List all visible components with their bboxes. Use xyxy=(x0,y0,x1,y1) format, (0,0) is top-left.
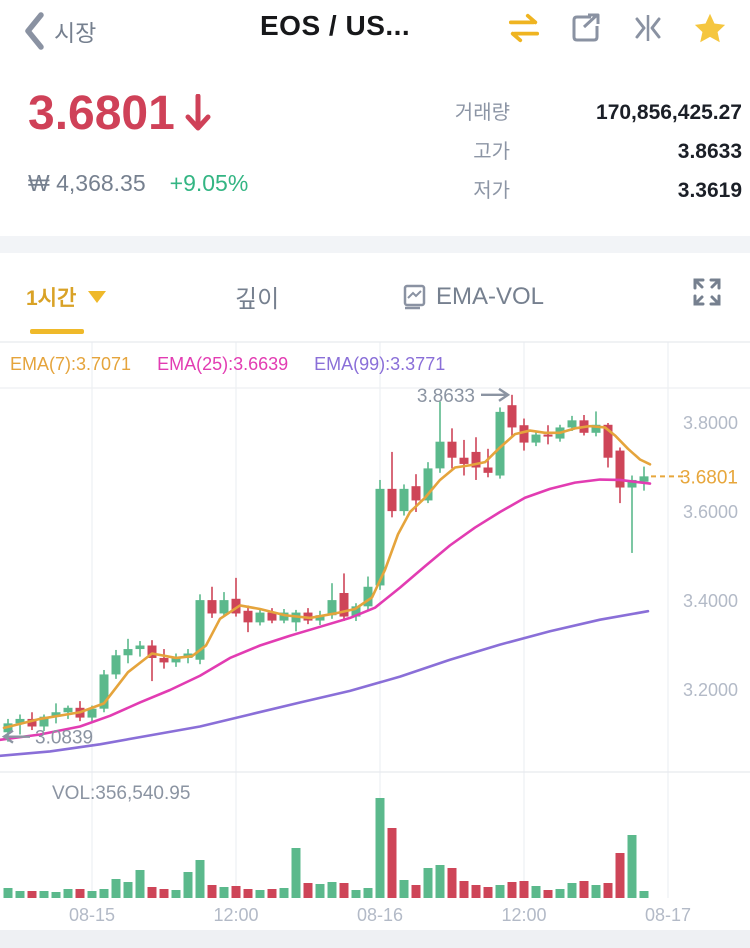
expand-icon xyxy=(693,278,721,306)
indicator-icon xyxy=(403,284,426,309)
svg-text:08-16: 08-16 xyxy=(357,905,403,925)
chevron-down-icon xyxy=(88,290,107,303)
stats-panel: 거래량 170,856,425.27 고가 3.8633 저가 3.3619 xyxy=(412,96,742,213)
back-chevron-icon xyxy=(25,12,44,50)
last-price: 3.6801 xyxy=(28,86,211,141)
pair-title: EOS / US... xyxy=(260,10,411,41)
chart-toolbar: 1시간 깊이 EMA-VOL xyxy=(0,253,750,340)
last-price-value: 3.6801 xyxy=(28,87,175,140)
header-bar: 시장 EOS / US... xyxy=(0,0,750,62)
compare-button[interactable] xyxy=(632,8,664,48)
tab-depth[interactable]: 깊이 xyxy=(235,286,280,313)
svg-text:12:00: 12:00 xyxy=(213,905,258,925)
indicator-selector[interactable]: EMA-VOL xyxy=(400,283,544,311)
svg-text:08-15: 08-15 xyxy=(69,905,115,925)
star-icon xyxy=(694,13,726,43)
active-tab-underline xyxy=(30,329,84,334)
section-divider xyxy=(0,236,750,253)
svg-text:3.2000: 3.2000 xyxy=(683,680,738,700)
stat-volume: 거래량 170,856,425.27 xyxy=(454,101,742,124)
swap-pair-button[interactable] xyxy=(508,8,540,48)
ema-legend: EMA(7):3.7071 EMA(25):3.6639 EMA(99):3.3… xyxy=(10,354,445,375)
svg-text:3.8633: 3.8633 xyxy=(417,386,475,407)
share-button[interactable] xyxy=(570,8,602,48)
svg-text:3.8000: 3.8000 xyxy=(683,413,738,433)
swap-icon xyxy=(508,13,540,43)
candlestick-chart[interactable]: 3.6801 3.8000 3.6000 3.4000 3.2000 08-15 12:00… xyxy=(0,340,750,948)
ema99-legend: EMA(99):3.3771 xyxy=(314,354,446,374)
chart-area: EMA(7):3.7071 EMA(25):3.6639 EMA(99):3.3… xyxy=(0,340,750,948)
favorite-button[interactable] xyxy=(694,8,726,48)
svg-text:3.4000: 3.4000 xyxy=(683,591,738,611)
indicator-label: EMA-VOL xyxy=(436,282,545,310)
volume-label: VOL:356,540.95 xyxy=(52,783,191,804)
svg-text:08-17: 08-17 xyxy=(645,905,691,925)
stat-high: 고가 3.8633 xyxy=(473,140,742,163)
stat-low: 저가 3.3619 xyxy=(473,179,742,202)
svg-text:3.6801: 3.6801 xyxy=(680,467,738,488)
price-down-arrow-icon xyxy=(185,93,211,130)
back-button[interactable]: 시장 xyxy=(22,10,96,52)
candle-compare-icon xyxy=(635,15,661,41)
svg-text:3.6000: 3.6000 xyxy=(683,502,738,522)
interval-selector[interactable]: 1시간 xyxy=(26,282,107,312)
svg-text:12:00: 12:00 xyxy=(501,905,546,925)
interval-label: 1시간 xyxy=(26,286,77,310)
ema25-legend: EMA(25):3.6639 xyxy=(157,354,289,374)
back-label: 시장 xyxy=(54,20,97,46)
svg-text:3.0839: 3.0839 xyxy=(35,728,93,749)
share-icon xyxy=(572,13,600,42)
ema7-legend: EMA(7):3.7071 xyxy=(10,354,132,374)
fiat-price: ₩ 4,368.35 xyxy=(28,170,146,196)
fullscreen-button[interactable] xyxy=(692,277,722,312)
change-percent: +9.05% xyxy=(169,170,249,196)
